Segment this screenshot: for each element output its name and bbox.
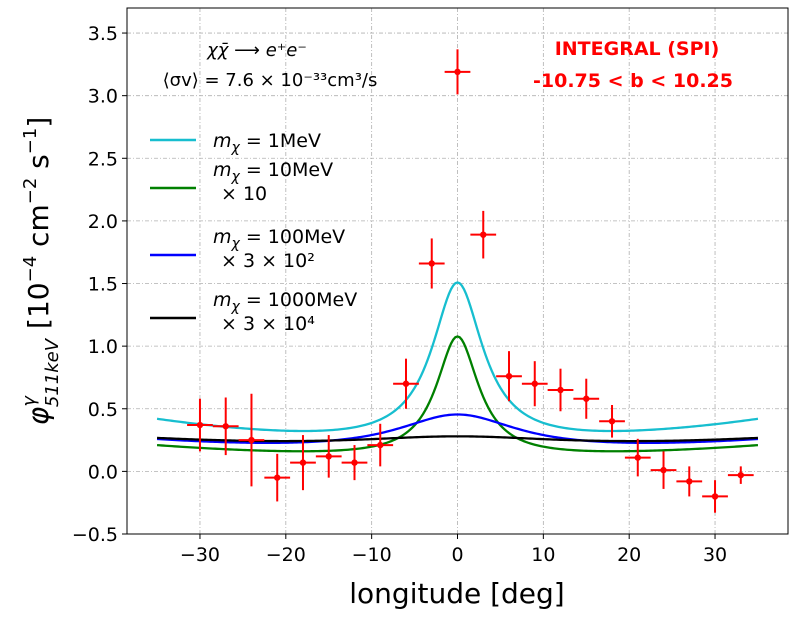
y-axis-unit-exp1: −4 [20, 256, 41, 283]
data-marker [583, 395, 590, 402]
data-point [547, 368, 574, 412]
data-marker [196, 421, 204, 429]
data-point [238, 393, 265, 487]
legend-label-scale: × 3 × 10⁴ [221, 313, 315, 335]
legend-entry-3: mχ = 100MeV× 3 × 10² [150, 226, 345, 272]
y-axis-unit-exp3: −1 [20, 128, 41, 155]
grid-layer [127, 8, 788, 535]
y-axis-sup: γ [19, 395, 40, 407]
data-point [573, 378, 600, 419]
data-point [650, 451, 677, 489]
x-tick-label: 30 [703, 544, 727, 566]
data-point [212, 397, 239, 456]
data-marker [480, 231, 487, 238]
data-point [187, 398, 213, 452]
y-axis-symbol: φ [22, 406, 55, 425]
data-point [702, 480, 728, 513]
process-annotation: χχ̄ ⟶ e⁺e⁻ [206, 40, 307, 61]
y-tick-label: 1.0 [88, 336, 118, 358]
data-point [599, 405, 625, 438]
data-marker [351, 459, 358, 466]
data-point [521, 361, 548, 407]
data-point [341, 445, 368, 481]
y-tick-label: 2.0 [88, 211, 118, 233]
legend-label-scale: × 10 [221, 183, 267, 205]
legend-label: mχ = 10MeV [213, 159, 333, 185]
data-point [393, 358, 419, 409]
data-marker [531, 380, 538, 387]
data-point [727, 466, 754, 484]
legend-label: mχ = 100MeV [213, 226, 345, 252]
data-marker [428, 260, 435, 267]
y-axis-sub: 511keV [42, 337, 63, 407]
data-point [624, 438, 651, 477]
y-tick-label: −0.5 [72, 524, 118, 546]
curve-layer [156, 281, 759, 453]
y-axis-label: φγ 511keV [10−4 cm−2 s−1] [19, 117, 63, 426]
legend-label-scale: × 3 × 10² [221, 250, 315, 272]
data-marker [686, 478, 693, 485]
data-marker [377, 441, 384, 449]
data-marker [274, 474, 281, 481]
latitude-range-label: -10.75 < b < 10.25 [533, 70, 733, 92]
legend-entry-2: mχ = 10MeV× 10 [150, 159, 333, 205]
x-tick-label: 10 [531, 544, 555, 566]
y-tick-label: 0.0 [88, 461, 118, 483]
y-tick-label: 3.5 [88, 23, 118, 45]
data-marker [737, 471, 744, 479]
data-marker [248, 436, 255, 444]
data-marker [608, 418, 616, 425]
data-marker [711, 493, 719, 500]
y-axis-unit-end: s [22, 154, 55, 178]
cross-section-annotation: ⟨σv⟩ = 7.6 × 10⁻³³cm³/s [163, 70, 378, 91]
y-tick-label: 0.5 [88, 399, 118, 421]
data-marker [505, 373, 513, 380]
data-marker [299, 459, 307, 466]
data-point [676, 466, 703, 497]
tick-layer: −30 −20 −10 0 10 20 30 −0.5 0.0 0.5 1.0 1.5 2.0 2.5 3.… [72, 23, 727, 566]
x-tick-label: 0 [451, 544, 463, 566]
data-point [418, 238, 445, 289]
series-line-2 [156, 335, 759, 453]
data-marker [660, 466, 667, 474]
y-axis-unit-close: ] [22, 117, 55, 128]
x-tick-label: −10 [352, 544, 392, 566]
y-tick-label: 2.5 [88, 148, 118, 170]
legend-label: mχ = 1000MeV [213, 289, 357, 315]
x-tick-label: −30 [180, 544, 220, 566]
legend-entry-4: mχ = 1000MeV× 3 × 10⁴ [150, 289, 357, 335]
y-tick-label: 1.5 [88, 274, 118, 296]
y-tick-label: 3.0 [88, 86, 118, 108]
x-axis-label: longitude [deg] [349, 577, 564, 610]
data-point [444, 49, 471, 95]
data-point [470, 210, 497, 259]
experiment-label: INTEGRAL (SPI) [555, 38, 720, 60]
y-axis-unit-exp2: −2 [20, 178, 41, 205]
series-line-1 [156, 281, 759, 433]
x-tick-label: −20 [266, 544, 306, 566]
x-tick-label: 20 [617, 544, 641, 566]
data-marker [454, 68, 461, 76]
legend-entry-1: mχ = 1MeV [150, 130, 321, 156]
data-marker [402, 380, 410, 387]
data-point [367, 423, 394, 467]
data-marker [557, 386, 564, 394]
series-line-3 [156, 413, 759, 444]
data-point [315, 435, 342, 478]
data-point [496, 351, 522, 402]
legend-label: mχ = 1MeV [213, 130, 321, 156]
data-point [290, 435, 316, 491]
y-axis-unit-mid: cm [22, 204, 55, 256]
data-marker [634, 454, 641, 461]
data-marker [222, 423, 229, 430]
y-axis-unit: [10 [22, 282, 55, 329]
data-point [264, 453, 291, 502]
data-marker [325, 453, 332, 460]
data-points-layer [187, 49, 754, 513]
